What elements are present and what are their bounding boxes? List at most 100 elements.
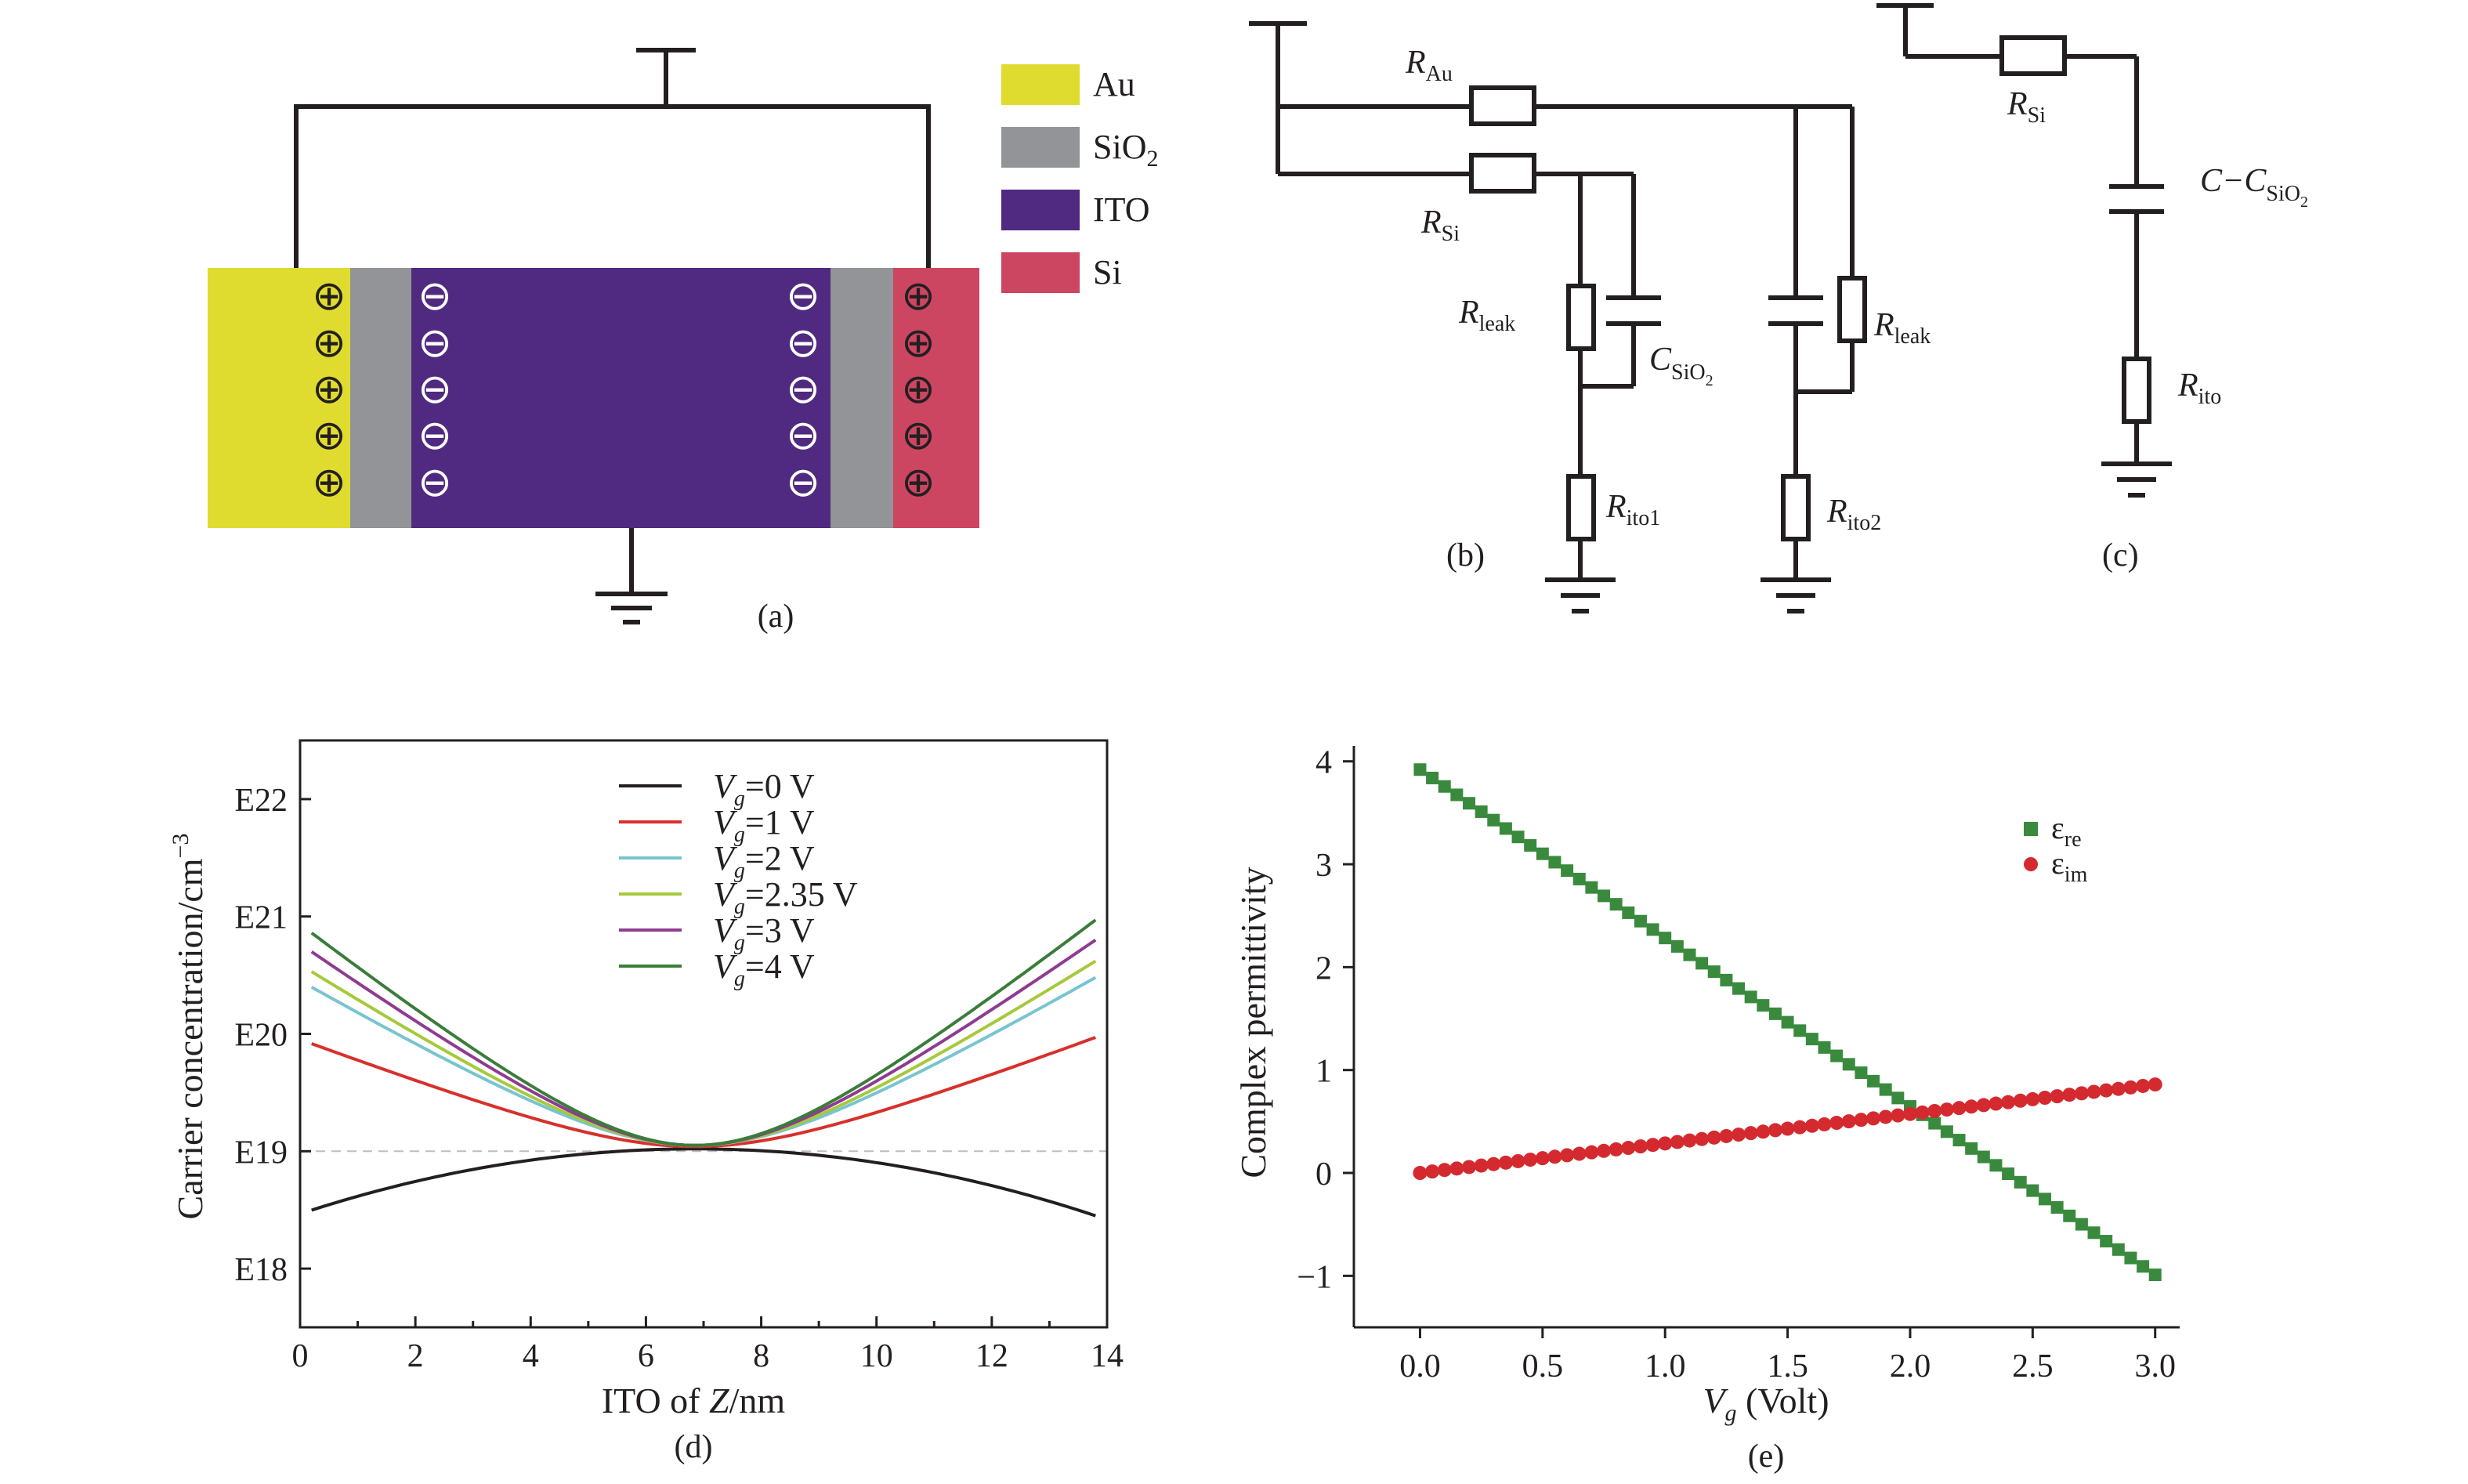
minus-charge-ito-right: ⊖ <box>786 320 820 367</box>
y-tick-label: E19 <box>234 1135 288 1171</box>
r-leak-left-label: Rleak <box>1458 295 1515 336</box>
minus-charge-ito-left: ⊖ <box>418 366 452 413</box>
marker-square <box>1757 999 1770 1012</box>
marker-circle <box>1952 1101 1967 1116</box>
marker-circle <box>1989 1096 2003 1111</box>
marker-square <box>1548 856 1561 869</box>
minus-charge-ito-left: ⊖ <box>418 459 452 506</box>
r-ito1-resistor <box>1566 474 1596 541</box>
legend-swatch-ito <box>1001 190 1080 230</box>
marker-square <box>1707 965 1721 979</box>
marker-circle <box>1560 1148 1575 1163</box>
marker-circle <box>1756 1124 1771 1139</box>
x-tick-label: 0.5 <box>1522 1348 1564 1384</box>
series-re <box>1413 763 2162 1282</box>
marker-circle <box>1523 1153 1538 1167</box>
marker-square <box>1622 906 1635 919</box>
marker-square <box>2026 1184 2039 1197</box>
x-tick-label: 2 <box>407 1338 424 1374</box>
legend-label-2: Vg=2 V <box>713 839 815 883</box>
panel-b-labels: RAu RSi Rleak CSiO2 Rleak Rito1 Rito2 (b… <box>1405 45 1931 574</box>
plot-frame <box>299 739 1109 1329</box>
marker-circle <box>1633 1139 1648 1154</box>
r-leak-right-label: Rleak <box>1873 307 1931 349</box>
y-tick-label: E18 <box>234 1252 288 1288</box>
marker-circle <box>1878 1109 1893 1124</box>
marker-square <box>1450 788 1464 802</box>
x-tick-label: 2.5 <box>2012 1348 2054 1384</box>
plus-charge-au: ⊕ <box>312 459 346 506</box>
marker-circle <box>1584 1145 1599 1160</box>
marker-circle <box>1841 1114 1856 1129</box>
si-layer <box>893 268 979 528</box>
chart-d-xlabel: ITO of Z/nm <box>602 1381 785 1421</box>
marker-circle <box>2123 1080 2138 1095</box>
marker-circle <box>1866 1111 1881 1126</box>
plus-charge-au: ⊕ <box>312 320 346 367</box>
plus-charge-si: ⊕ <box>901 320 935 367</box>
marker-circle <box>1572 1146 1587 1161</box>
marker-circle <box>1891 1108 1905 1123</box>
marker-square <box>2063 1209 2076 1222</box>
marker-square <box>1524 838 1537 852</box>
panel-b-circuit <box>1249 21 1867 614</box>
marker-circle <box>1474 1158 1489 1173</box>
r-ito2-label: Rito2 <box>1826 494 1881 535</box>
marker-circle <box>2062 1088 2077 1102</box>
plus-charge-au: ⊕ <box>312 412 346 459</box>
marker-circle <box>2074 1086 2089 1101</box>
marker-circle <box>1927 1103 1942 1118</box>
sio2-layer-left <box>350 268 411 528</box>
chart-e-axes: −1 0 1 2 3 4 0.0 0.5 1.0 1.5 2.0 2.5 3.0 <box>1297 745 2180 1384</box>
marker-circle <box>2111 1081 2126 1096</box>
marker-square <box>1585 881 1598 894</box>
y-tick-label: −1 <box>1297 1259 1332 1295</box>
marker-square <box>1781 1015 1794 1029</box>
material-legend: Au SiO2 ITO Si <box>1001 64 1158 293</box>
y-tick-label: E21 <box>234 900 288 936</box>
marker-circle <box>1817 1117 1832 1131</box>
r-si-label: RSi <box>1420 205 1460 246</box>
marker-circle <box>2136 1078 2151 1093</box>
x-tick-label: 0.0 <box>1399 1348 1441 1384</box>
chart-d-legend: Vg=0 VVg=1 VVg=2 VVg=2.35 VVg=3 VVg=4 V <box>619 767 858 991</box>
marker-circle <box>1695 1131 1710 1146</box>
x-tick-label: 6 <box>638 1338 654 1374</box>
marker-square <box>1720 973 1733 986</box>
r-ito2-resistor <box>1781 474 1811 541</box>
legend-marker-im <box>2024 857 2038 871</box>
marker-circle <box>1682 1133 1697 1148</box>
marker-square <box>1695 957 1709 970</box>
marker-square <box>1609 898 1623 911</box>
marker-square <box>1818 1041 1831 1054</box>
marker-square <box>2100 1235 2113 1248</box>
marker-circle <box>2025 1091 2040 1106</box>
marker-square <box>1536 847 1549 860</box>
marker-circle <box>1732 1127 1746 1142</box>
plus-charge-au: ⊕ <box>312 273 346 320</box>
chart-d-ylabel: Carrier concentration/cm−3 <box>168 834 210 1220</box>
marker-square <box>1426 771 1439 784</box>
minus-charge-ito-right: ⊖ <box>786 459 820 506</box>
r-si-resistor <box>1999 35 2067 76</box>
marker-circle <box>1768 1123 1782 1138</box>
legend-swatch-au <box>1001 64 1080 105</box>
marker-square <box>1952 1134 1966 1147</box>
marker-square <box>1879 1083 1892 1096</box>
minus-charge-ito-left: ⊖ <box>418 412 452 459</box>
y-tick-label: E20 <box>234 1018 288 1054</box>
marker-square <box>1475 805 1488 818</box>
x-tick-label: 3.0 <box>2134 1348 2176 1384</box>
marker-circle <box>1719 1128 1734 1143</box>
y-tick-label: 1 <box>1315 1054 1332 1090</box>
marker-square <box>2148 1269 2162 1282</box>
marker-square <box>2137 1260 2150 1273</box>
marker-circle <box>1645 1138 1660 1153</box>
minus-charge-ito-right: ⊖ <box>786 366 820 413</box>
panel-d-caption: (d) <box>675 1429 713 1465</box>
marker-circle <box>1829 1116 1844 1131</box>
x-tick-label: 0 <box>292 1338 309 1374</box>
series-lines <box>310 918 1097 1218</box>
